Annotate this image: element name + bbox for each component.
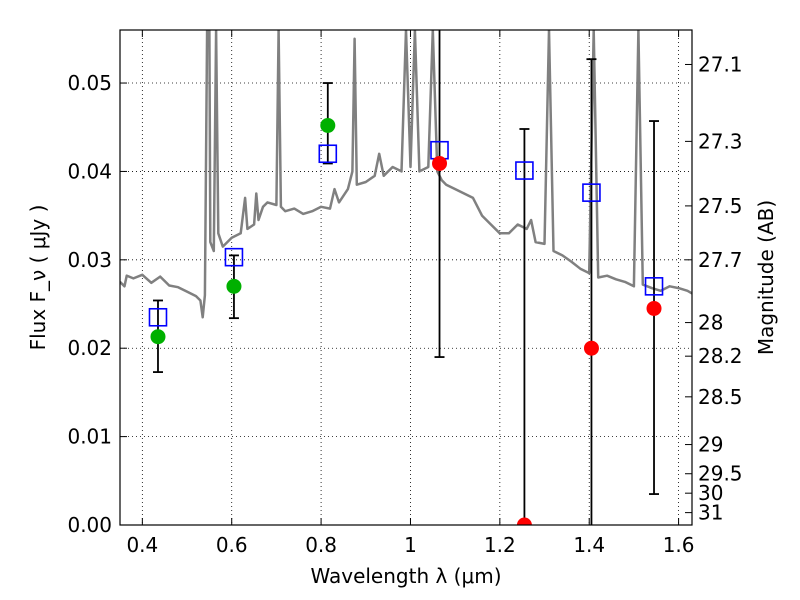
right-tick-label: 28 [698, 311, 723, 335]
detected-point [320, 117, 336, 133]
model-square-marker [582, 183, 601, 202]
right-tick-label: 29 [698, 433, 723, 457]
right-tick-label: 27.7 [698, 248, 743, 272]
x-tick-label: 1.2 [484, 533, 516, 557]
model-square-marker [318, 144, 338, 164]
model-square-marker [224, 247, 244, 267]
y-axis-label: Flux F_ν ( μJy ) [26, 205, 50, 351]
model-square-marker [644, 277, 664, 296]
undetected-point [646, 300, 662, 316]
model-square-marker [515, 161, 534, 180]
template-spectrum-line [120, 30, 692, 319]
y-tick-label: 0.02 [67, 336, 112, 360]
y-tick-label: 0.00 [67, 513, 112, 537]
detected-point [150, 329, 166, 345]
detected-point [226, 278, 242, 294]
x-tick-label: 1.6 [663, 533, 695, 557]
x-tick-label: 1 [404, 533, 417, 557]
undetected-point [583, 340, 599, 356]
y-tick-label: 0.05 [67, 71, 112, 95]
x-tick-label: 0.8 [305, 533, 337, 557]
right-tick-label: 27.5 [698, 194, 743, 218]
right-tick-label: 31 [698, 501, 723, 525]
right-axis-label: Magnitude (AB) [754, 200, 778, 355]
ticks: 0.4 0.6 0.8 1 1.2 1.4 1.6 0.00 0.01 0.02 0.03 0.04 0… [67, 30, 743, 557]
model-square-marker [148, 307, 168, 327]
right-tick-label: 30 [698, 481, 723, 505]
right-tick-label: 28.5 [698, 385, 743, 409]
right-tick-label: 27.3 [698, 129, 743, 153]
y-tick-label: 0.04 [67, 159, 112, 183]
undetected-point [516, 517, 532, 525]
right-tick-label: 27.1 [698, 52, 743, 76]
undetected-point [432, 155, 448, 171]
x-axis-label: Wavelength λ (μm) [310, 564, 501, 588]
error-bars [152, 30, 660, 525]
y-tick-label: 0.03 [67, 248, 112, 272]
x-tick-label: 0.4 [126, 533, 158, 557]
markers [148, 117, 664, 525]
template-spectrum [120, 30, 692, 319]
right-tick-label: 28.2 [698, 344, 743, 368]
plot-frame [119, 29, 693, 526]
x-tick-label: 1.4 [573, 533, 605, 557]
y-tick-label: 0.01 [67, 425, 112, 449]
right-tick-label: 29.5 [698, 462, 743, 486]
x-tick-label: 0.6 [216, 533, 248, 557]
